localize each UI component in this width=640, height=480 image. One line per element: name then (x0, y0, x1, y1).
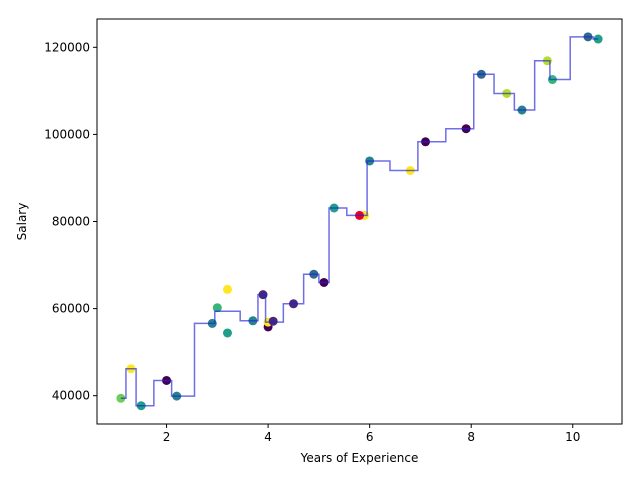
step-line (120, 36, 599, 407)
x-axis-label: Years of Experience (300, 451, 419, 465)
y-tick-label: 80000 (52, 215, 90, 229)
x-tick-label: 2 (163, 430, 171, 444)
x-axis: 2 4 6 8 10 (163, 424, 580, 444)
data-point (222, 328, 232, 338)
y-axis-label: Salary (15, 203, 29, 241)
x-tick-label: 8 (467, 430, 475, 444)
y-tick-label: 60000 (52, 302, 90, 316)
x-tick-label: 4 (264, 430, 272, 444)
y-tick-label: 100000 (44, 127, 90, 141)
y-axis: 40000 60000 80000 100000 120000 (44, 40, 97, 403)
data-point (268, 316, 278, 326)
plot-area (116, 32, 603, 411)
x-tick-label: 10 (565, 430, 580, 444)
y-tick-label: 120000 (44, 40, 90, 54)
y-tick-label: 40000 (52, 389, 90, 403)
x-tick-label: 6 (366, 430, 374, 444)
data-point (212, 303, 222, 313)
data-point (222, 284, 232, 294)
